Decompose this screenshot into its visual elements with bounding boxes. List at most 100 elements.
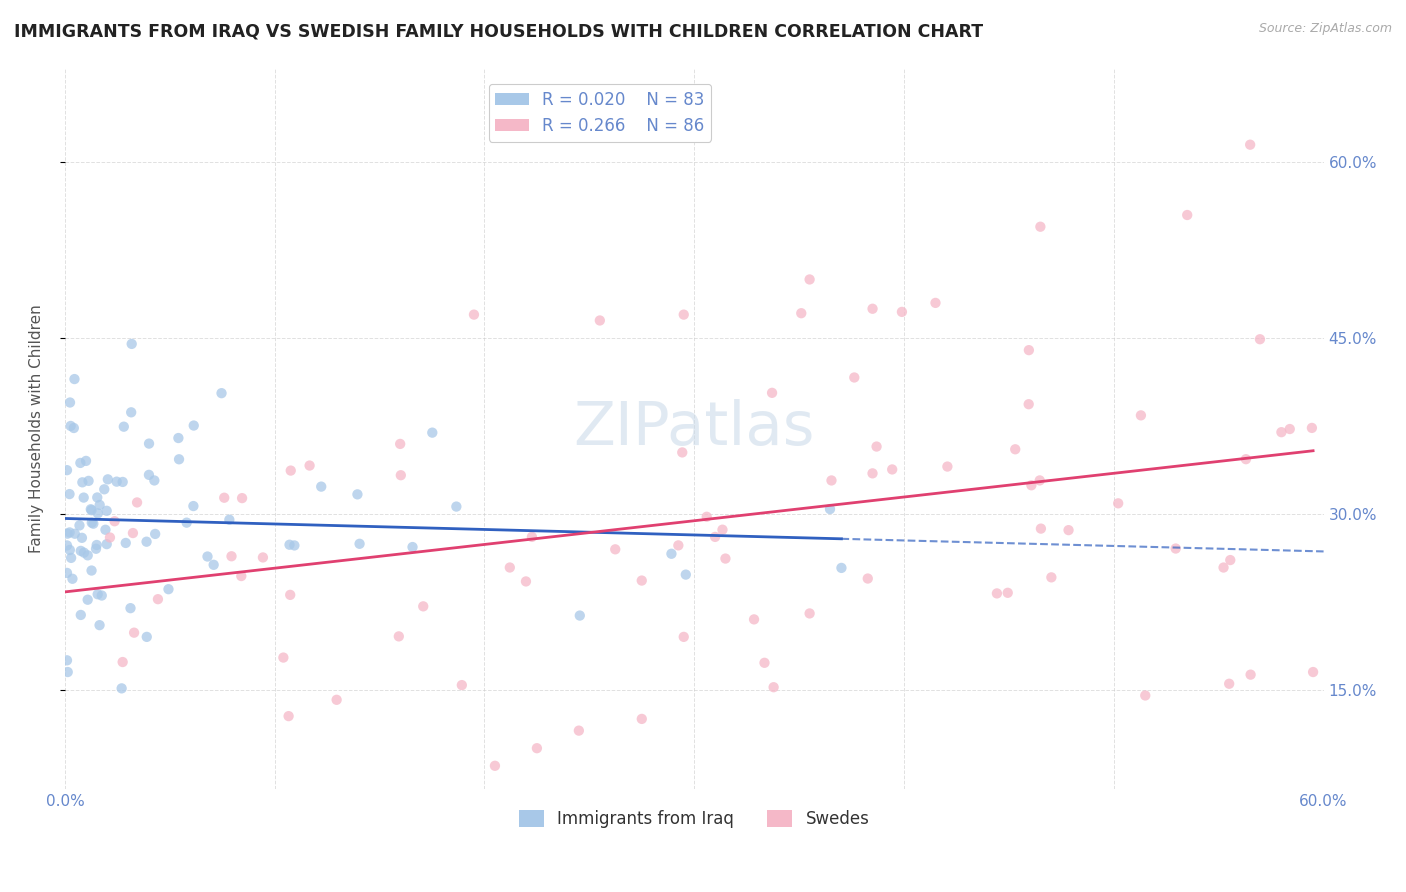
Point [862,301,884,316]
Point [388,629,411,643]
Point [56,566,79,580]
Point [1018,343,1040,358]
Point [484,759,506,773]
Point [60,550,83,565]
Point [1029,219,1052,234]
Point [1302,665,1324,679]
Point [666,538,689,552]
Point [1164,541,1187,556]
Point [278,538,301,552]
Point [856,572,879,586]
Point [463,308,485,322]
Point [58,487,80,501]
Point [70,531,93,545]
Point [711,523,734,537]
Point [56,665,79,679]
Point [761,385,783,400]
Point [1175,208,1198,222]
Point [80,503,103,517]
Point [1135,689,1157,703]
Point [98,531,121,545]
Point [446,500,468,514]
Point [704,530,727,544]
Point [69,607,91,622]
Point [924,296,946,310]
Point [146,592,169,607]
Point [1234,452,1257,467]
Point [86,491,108,505]
Point [63,526,86,541]
Point [742,612,765,626]
Point [86,587,108,601]
Point [799,607,821,621]
Point [56,463,79,477]
Point [568,723,591,738]
Text: Source: ZipAtlas.com: Source: ZipAtlas.com [1258,22,1392,36]
Point [844,370,866,384]
Point [799,272,821,286]
Point [89,618,111,632]
Point [77,474,100,488]
Point [121,337,143,351]
Point [87,507,110,521]
Point [69,544,91,558]
Point [120,601,142,615]
Point [1219,553,1241,567]
Point [515,574,537,589]
Point [830,561,852,575]
Point [69,456,91,470]
Point [73,546,96,560]
Point [325,693,347,707]
Point [59,395,82,409]
Y-axis label: Family Households with Children: Family Households with Children [30,304,44,553]
Point [59,525,82,540]
Point [59,543,82,558]
Point [76,549,98,563]
Point [1301,421,1323,435]
Point [283,538,305,552]
Point [278,588,301,602]
Point [1239,667,1261,681]
Point [862,467,884,481]
Point [820,474,842,488]
Point [138,467,160,482]
Point [120,405,142,419]
Point [986,586,1008,600]
Point [672,308,695,322]
Point [167,452,190,467]
Point [122,526,145,541]
Point [671,445,693,459]
Point [936,459,959,474]
Point [865,440,887,454]
Point [1021,478,1043,492]
Point [80,502,103,516]
Point [86,538,108,552]
Point [96,504,118,518]
Point [1107,496,1129,510]
Point [143,527,166,541]
Point [89,498,111,512]
Point [1029,522,1052,536]
Point [221,549,243,564]
Point [75,454,97,468]
Point [568,608,591,623]
Point [589,313,612,327]
Point [111,475,134,489]
Point [125,495,148,509]
Point [183,418,205,433]
Point [298,458,321,473]
Point [605,542,627,557]
Point [1018,397,1040,411]
Point [309,480,332,494]
Point [277,709,299,723]
Point [90,589,112,603]
Point [218,513,240,527]
Point [93,483,115,497]
Point [696,509,718,524]
Point [94,523,117,537]
Point [143,474,166,488]
Point [56,653,79,667]
Point [754,656,776,670]
Point [1212,560,1234,574]
Point [231,569,253,583]
